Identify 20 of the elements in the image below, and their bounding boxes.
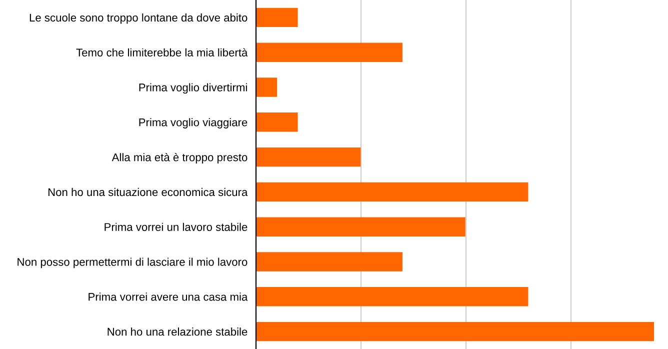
bar (256, 147, 361, 167)
y-tick-label: Alla mia età è troppo presto (112, 152, 248, 164)
bar (256, 42, 402, 62)
y-tick-label: Le scuole sono troppo lontane da dove abito (30, 13, 248, 24)
y-tick-label: Prima vorrei un lavoro stabile (104, 222, 248, 231)
y-tick-label: Non ho una relazione stabile (108, 328, 248, 336)
bar (256, 322, 654, 342)
bar (256, 287, 528, 306)
y-tick-label: Non ho una situazione economica sicura (48, 188, 248, 196)
bar (256, 182, 528, 202)
y-tick-label: Prima vorrei avere una casa mia (88, 292, 248, 301)
bar (256, 112, 298, 132)
bar (256, 252, 402, 272)
y-tick-label: Non posso permettermi di lasciare il mio lavoro (18, 258, 248, 268)
bar (256, 78, 278, 97)
bar (256, 8, 298, 28)
y-tick-label: Prima voglio divertirmi (139, 83, 247, 94)
y-tick-label: Prima voglio viaggiare (139, 118, 248, 128)
y-tick-label: Temo che limiterebbe la mia libertà (76, 48, 248, 56)
bar (256, 217, 466, 236)
